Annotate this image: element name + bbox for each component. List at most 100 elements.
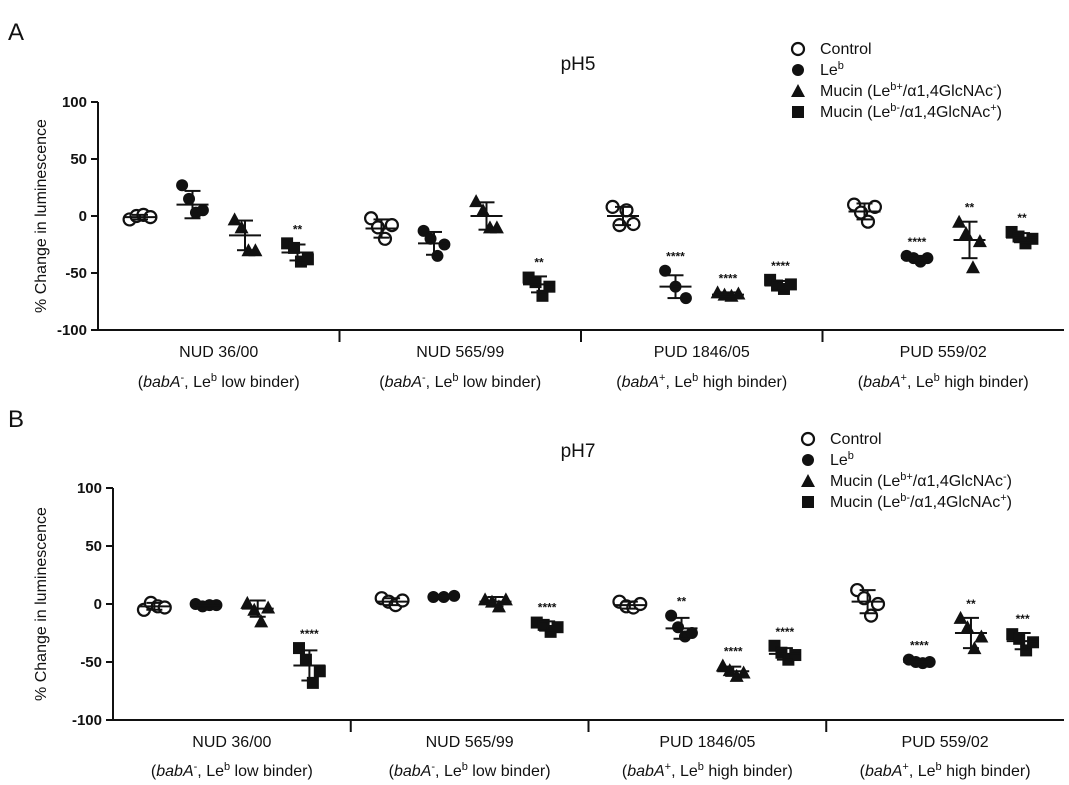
series-square: ****	[530, 600, 564, 638]
text-run: +	[1000, 492, 1006, 504]
legend-label: Leb	[830, 450, 854, 469]
data-point	[227, 212, 242, 226]
series-square: ****	[764, 259, 797, 295]
significance-label: ****	[666, 250, 685, 264]
text-run: -	[194, 761, 198, 773]
text-run: b	[934, 372, 940, 384]
y-tick-label: 100	[62, 94, 87, 111]
group-subtitle: (babA-, Leb low binder)	[151, 761, 313, 780]
text-run: babA	[156, 763, 193, 780]
text-run: (	[138, 374, 144, 391]
group-4: PUD 559/02(babA+, Leb high binder)******…	[825, 582, 1040, 780]
text-run: b-	[900, 492, 910, 504]
text-run: (	[379, 374, 385, 391]
group-3: PUD 1846/05(babA+, Leb high binder)*****…	[580, 199, 797, 391]
text-run: )	[997, 83, 1002, 100]
text-run: Mucin (Le	[820, 104, 890, 121]
series-triangle: **	[953, 597, 989, 655]
text-run: babA	[622, 374, 659, 391]
data-point	[469, 194, 484, 208]
y-tick-label: 0	[79, 208, 87, 225]
text-run: babA	[394, 763, 431, 780]
data-point	[313, 665, 326, 678]
group-1: NUD 36/00 (babA-, Leb low binder) **	[122, 179, 314, 391]
significance-label: **	[966, 597, 976, 611]
group-subtitle: (babA+, Leb high binder)	[860, 761, 1031, 780]
legend-marker	[802, 496, 814, 508]
significance-label: **	[1017, 211, 1027, 225]
data-point	[240, 595, 255, 609]
significance-label: ****	[538, 600, 557, 614]
text-run: high binder)	[698, 374, 787, 391]
series-circle: ****	[902, 639, 936, 670]
text-run: b	[848, 450, 854, 462]
legend-label: Mucin (Leb+/α1,4GlcNAc-)	[820, 81, 1002, 100]
text-run: babA	[627, 763, 664, 780]
series-circle-open	[850, 582, 886, 623]
series-square: **	[1005, 211, 1039, 250]
text-run: high binder)	[704, 763, 793, 780]
legend-marker	[801, 474, 815, 487]
legend-label: Mucin (Leb-/α1,4GlcNAc+)	[830, 492, 1012, 511]
significance-label: ****	[724, 644, 743, 658]
text-run: , Le	[665, 374, 692, 391]
series-square: **	[281, 222, 314, 268]
data-point	[176, 179, 189, 192]
panel-label: A	[8, 19, 24, 46]
group-label: NUD 36/00	[179, 344, 258, 361]
legend: Control Leb Mucin (Leb+/α1,4GlcNAc-) Mucin …	[790, 41, 1002, 121]
data-point	[659, 264, 672, 277]
legend-label: Leb	[820, 60, 844, 79]
significance-label: **	[293, 222, 303, 236]
series-square: ***	[1006, 612, 1040, 657]
series-circle: ****	[900, 235, 934, 268]
text-run: babA	[385, 374, 422, 391]
y-tick-label: 50	[70, 151, 87, 168]
series-triangle	[240, 595, 276, 628]
group-label: NUD 565/99	[426, 734, 514, 751]
legend-label: Mucin (Leb+/α1,4GlcNAc-)	[830, 471, 1012, 490]
legend-marker	[802, 454, 814, 466]
data-point	[665, 609, 678, 622]
text-run: , Le	[671, 763, 698, 780]
text-run: b	[462, 761, 468, 773]
significance-label: ****	[776, 625, 795, 639]
text-run: low binder)	[468, 763, 551, 780]
series-square: ****	[293, 627, 326, 689]
text-run: b	[224, 761, 230, 773]
legend-label: Mucin (Leb-/α1,4GlcNAc+)	[820, 102, 1002, 121]
text-run: low binder)	[230, 763, 313, 780]
group-label: NUD 565/99	[416, 344, 504, 361]
data-point	[1027, 636, 1040, 649]
data-point	[952, 214, 967, 228]
y-axis-label: % Change in luminescence	[33, 507, 50, 701]
data-point	[543, 280, 556, 293]
text-run: -	[431, 761, 435, 773]
data-point	[196, 204, 209, 217]
text-run: +	[990, 102, 996, 114]
y-tick-label: -50	[80, 654, 102, 671]
y-tick-label: 0	[94, 596, 102, 613]
data-point	[870, 596, 886, 612]
legend-label: Control	[820, 41, 872, 58]
series-circle: **	[665, 595, 698, 643]
text-run: , Le	[426, 374, 453, 391]
data-point	[789, 649, 802, 662]
y-tick-label: 50	[85, 538, 102, 555]
series-triangle	[478, 592, 513, 613]
group-3: PUD 1846/05(babA+, Leb high binder)*****…	[587, 594, 802, 780]
data-point	[685, 627, 698, 639]
series-circle	[417, 224, 451, 262]
series-circle	[427, 589, 461, 604]
text-run: Control	[830, 431, 882, 448]
series-circle-open	[122, 207, 158, 227]
significance-label: ****	[910, 639, 929, 653]
group-2: NUD 565/99 (babA-, Leb low binder) **	[338, 194, 556, 391]
text-run: (	[860, 763, 866, 780]
group-subtitle: (babA+, Leb high binder)	[858, 372, 1029, 391]
text-run: Mucin (Le	[830, 473, 900, 490]
group-1: NUD 36/00 (babA-, Leb low binder) ****	[136, 595, 326, 780]
